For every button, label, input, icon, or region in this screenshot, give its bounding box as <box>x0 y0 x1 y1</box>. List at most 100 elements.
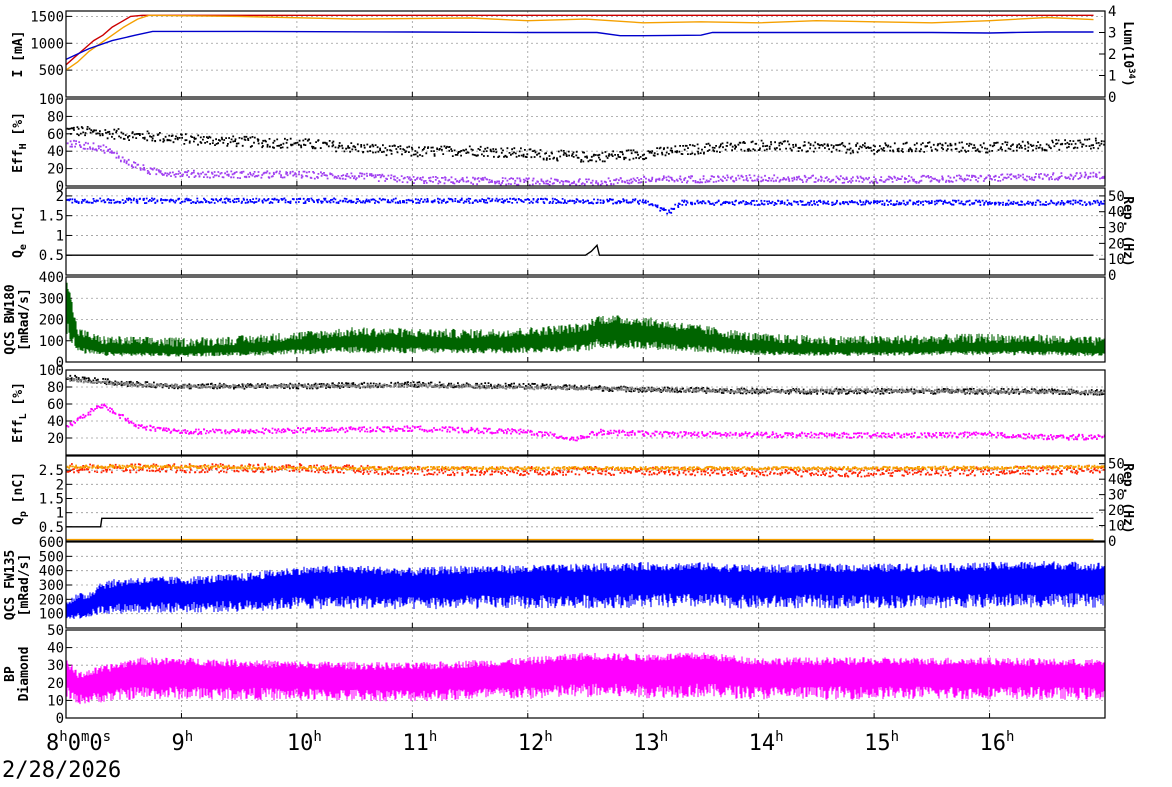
tick-label: 30 <box>47 658 64 674</box>
tick-label-right: 0 <box>1108 268 1116 284</box>
panel-frame <box>65 187 1106 276</box>
axis-ylabel: EffL [%] <box>11 382 29 443</box>
axis-ylabel: Qe [nC] <box>11 205 29 258</box>
tick-label-right: 0 <box>1108 534 1116 550</box>
x-tick-label: 15h <box>864 729 899 756</box>
axis-ylabel: QCS FW135 <box>3 550 18 620</box>
tick-label: 2 <box>56 477 64 493</box>
tick-label: 2 <box>56 189 64 205</box>
axis-ylabel-right: Lum(1034) <box>1120 21 1136 87</box>
tick-label-right: 10 <box>1108 519 1125 535</box>
tick-label: 1 <box>56 228 64 244</box>
tick-label-right: 4 <box>1108 4 1116 20</box>
tick-label: 1 <box>56 506 64 522</box>
tick-label: 40 <box>47 641 64 657</box>
tick-label: 10 <box>47 693 64 709</box>
tick-label-right: 50 <box>1108 457 1125 473</box>
tick-label: 0 <box>56 355 64 371</box>
series-group <box>66 561 1105 620</box>
tick-label-right: 30 <box>1108 221 1125 237</box>
tick-label-right: 1 <box>1108 69 1116 85</box>
series-group <box>66 197 1105 256</box>
series-points <box>66 126 1105 163</box>
tick-label: 20 <box>47 676 64 692</box>
tick-label: 0.5 <box>39 520 64 536</box>
tick-label: 600 <box>39 535 64 551</box>
date-label: 2/28/2026 <box>2 758 121 782</box>
tick-label: 2.5 <box>39 463 64 479</box>
series-points <box>66 463 1105 478</box>
series-group <box>66 281 1105 357</box>
tick-label-right: 50 <box>1108 189 1125 205</box>
x-tick-label: 16h <box>980 729 1015 756</box>
panel-frame <box>65 10 1106 98</box>
axis-ylabel-right: Rep. (Hz) <box>1120 196 1135 266</box>
axis-ylabel: I [mA] <box>11 31 26 78</box>
x-tick-label: 8h0m0s <box>46 729 111 756</box>
x-tick-label: 10h <box>287 729 322 756</box>
axis-ylabel: [mRad/s] <box>17 288 32 351</box>
tick-label-right: 0 <box>1108 90 1116 106</box>
tick-label: 60 <box>47 127 64 143</box>
x-tick-label: 9h <box>171 729 193 756</box>
tick-label: 40 <box>47 144 64 160</box>
x-tick-label: 14h <box>749 729 784 756</box>
series-points <box>66 464 1105 471</box>
tick-label: 20 <box>47 162 64 178</box>
panel-frame <box>65 455 1106 542</box>
panel-frame <box>65 276 1106 363</box>
x-tick-label: 11h <box>402 729 437 756</box>
tick-label: 0.5 <box>39 248 64 264</box>
tick-label-right: 10 <box>1108 252 1125 268</box>
panel-frame <box>65 541 1106 629</box>
tick-label: 100 <box>39 334 64 350</box>
series-points <box>66 377 1105 395</box>
tick-label: 100 <box>39 92 64 108</box>
panel-frame <box>65 369 1106 456</box>
tick-label: 20 <box>47 431 64 447</box>
tick-label-right: 40 <box>1108 472 1125 488</box>
tick-label: 40 <box>47 414 64 430</box>
series-group <box>66 652 1105 705</box>
tick-label: 300 <box>39 578 64 594</box>
tick-label-right: 3 <box>1108 26 1116 42</box>
series-group <box>66 463 1105 541</box>
series-bars <box>66 281 1105 357</box>
axis-ylabel: EffH [%] <box>11 112 29 173</box>
panel-qcs_bw180: 0 100 200 300 400 QCS BW180 [mRad/s] <box>3 270 1106 371</box>
axis-ylabel: Qp [nC] <box>11 472 29 525</box>
tick-label-right: 20 <box>1108 503 1125 519</box>
series-points <box>66 197 1105 215</box>
tick-label: 100 <box>39 607 64 623</box>
x-tick-label: 12h <box>518 729 553 756</box>
panel-frame <box>65 629 1106 719</box>
tick-label: 80 <box>47 109 64 125</box>
axis-ylabel-right: Rep. (Hz) <box>1120 463 1135 533</box>
tick-label: 1000 <box>30 36 64 52</box>
tick-label-right: 40 <box>1108 205 1125 221</box>
tick-label: 500 <box>39 63 64 79</box>
tick-label-right: 2 <box>1108 47 1116 63</box>
tick-label: 100 <box>39 363 64 379</box>
series-line <box>66 30 1094 61</box>
x-tick-label: 13h <box>633 729 668 756</box>
tick-label: 50 <box>47 623 64 639</box>
series-line <box>66 14 1094 71</box>
tick-label: 1.5 <box>39 209 64 225</box>
tick-label: 200 <box>39 313 64 329</box>
series-bars <box>66 652 1105 705</box>
tick-label-right: 20 <box>1108 236 1125 252</box>
tick-label-right: 30 <box>1108 488 1125 504</box>
tick-label: 200 <box>39 592 64 608</box>
series-bars <box>66 561 1105 620</box>
axis-ylabel: QCS BW180 <box>3 284 18 355</box>
series-points <box>66 403 1105 442</box>
panel-frame <box>65 98 1106 187</box>
tick-label: 1.5 <box>39 492 64 508</box>
